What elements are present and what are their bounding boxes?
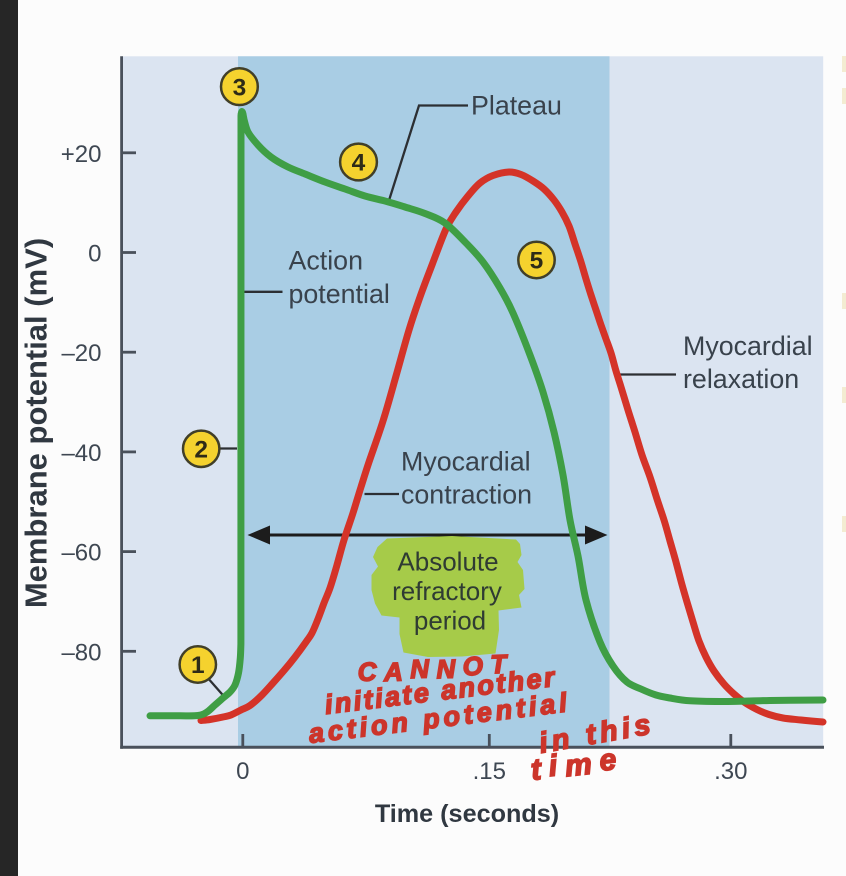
svg-text:3: 3 <box>233 74 247 101</box>
svg-text:CANNOT: CANNOT <box>357 649 514 688</box>
svg-text:potential: potential <box>289 279 390 309</box>
svg-text:0: 0 <box>88 241 101 268</box>
svg-text:Membrane potential (mV): Membrane potential (mV) <box>19 238 54 608</box>
svg-text:2: 2 <box>194 437 208 464</box>
svg-text:Myocardial: Myocardial <box>401 447 531 477</box>
svg-text:Myocardial: Myocardial <box>683 331 813 361</box>
svg-text:Plateau: Plateau <box>471 91 562 121</box>
svg-text:–20: –20 <box>61 340 101 367</box>
svg-text:.15: .15 <box>473 758 506 785</box>
svg-text:1: 1 <box>191 652 205 679</box>
svg-text:4: 4 <box>352 150 366 177</box>
svg-text:Action: Action <box>289 246 363 276</box>
svg-text:0: 0 <box>236 758 249 785</box>
svg-text:relaxation: relaxation <box>683 364 799 394</box>
svg-text:time: time <box>529 742 626 787</box>
svg-text:–80: –80 <box>61 639 101 666</box>
svg-text:5: 5 <box>530 248 544 275</box>
svg-text:–40: –40 <box>61 440 101 467</box>
svg-text:contraction: contraction <box>401 480 532 510</box>
svg-text:+20: +20 <box>61 141 102 168</box>
svg-text:period: period <box>414 606 486 636</box>
svg-text:Absolute: Absolute <box>397 547 498 577</box>
svg-text:refractory: refractory <box>392 576 502 606</box>
svg-text:.30: .30 <box>714 758 747 785</box>
svg-text:–60: –60 <box>61 540 101 567</box>
svg-text:Time (seconds): Time (seconds) <box>375 800 559 828</box>
